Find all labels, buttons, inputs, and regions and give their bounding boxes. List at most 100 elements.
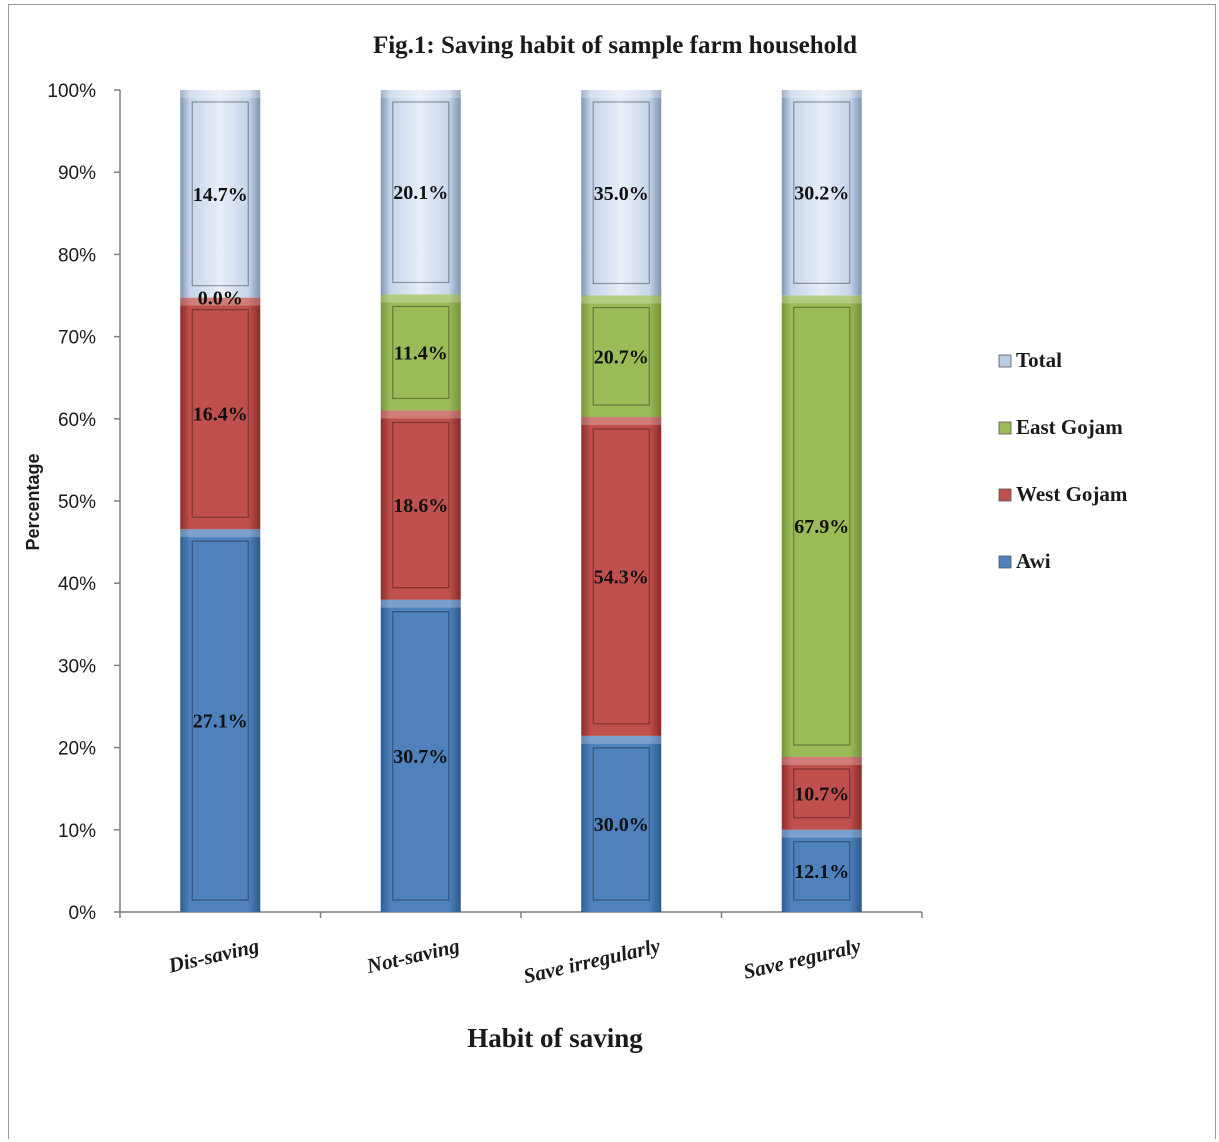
bar-segment-fill [781,829,862,912]
bar-segment [581,417,662,736]
legend-swatch [998,354,1012,368]
bar-segment-inner [592,747,650,901]
bar-segment-fill [380,294,461,411]
bar-segment-bevel [781,90,862,98]
bar-segment-bevel [781,829,862,838]
bars [180,90,862,912]
bar-segment-bevel [380,90,461,98]
x-tick-label: Dis-saving [165,933,261,977]
bar-segment-inner [592,101,650,285]
bar-segment-fill [781,295,862,757]
y-tick-label: 70% [58,328,96,349]
y-tick-label: 10% [58,821,96,842]
bar-segment [380,90,461,295]
legend-label: West Gojam [1016,482,1128,506]
y-tick-label: 20% [58,739,96,760]
bar-segment [781,756,862,830]
bar-segment-bevel [180,529,261,538]
bar-segment-bevel [781,756,862,765]
bar-segment-inner [191,540,249,901]
legend-item: Awi [998,549,1051,573]
bar-segment [380,599,461,912]
bar-segment-fill [581,417,662,736]
bar-segment-inner [793,306,851,746]
bar-segment [581,295,662,418]
x-axis: Dis-saving Not-saving Save irregularly Save… [119,911,923,988]
bar-segment-fill [581,90,662,296]
x-tick-label: Not-saving [363,933,461,978]
data-labels: 27.1% 16.4% 0.0% 14.7% 30.7% 18.6% 11.4% 20.1% 3… [193,182,850,883]
bar-segment-fill [781,756,862,830]
data-label: 12.1% [794,861,849,883]
bar-segment-inner [793,101,851,284]
bar-segment [581,735,662,912]
bar-segment [380,410,461,600]
data-label: 14.7% [193,184,248,206]
bar-segment-inner [793,768,851,819]
data-label: 16.4% [193,403,248,425]
legend: Total East Gojam West Gojam Awi [998,348,1128,573]
bar-segment-inner [592,428,650,725]
bar-segment-bevel [581,735,662,744]
bar-segment-fill [781,90,862,296]
bar-segment-inner [392,611,450,901]
legend-item: West Gojam [998,482,1128,506]
bar-segment-inner [392,305,450,400]
data-label: 27.1% [193,711,248,733]
data-label: 30.7% [393,746,448,768]
data-label: 54.3% [594,566,649,588]
legend-swatch [998,421,1012,435]
bar-segment [180,90,261,298]
legend-label: East Gojam [1016,415,1123,439]
bar-segment [781,295,862,757]
legend-label: Total [1016,348,1062,372]
data-label: 11.4% [394,342,448,364]
data-label: 30.2% [794,183,849,205]
bar-segment-bevel [581,417,662,426]
bar-segment-fill [581,735,662,912]
data-label: 20.1% [393,182,448,204]
y-axis-label: Percentage [23,453,43,550]
bar-segment [581,90,662,296]
chart-title: Fig.1: Saving habit of sample farm house… [373,32,857,59]
data-label: 30.0% [594,814,649,836]
data-label: 20.7% [594,346,649,368]
bar-segment-inner [392,421,450,589]
bar-segment-fill [180,297,261,530]
bar-segment-bevel [581,90,662,98]
data-label: 0.0% [198,288,243,310]
bar-segment-bevel [380,294,461,303]
bar-segment-fill [581,295,662,418]
bar-segment-bevel [380,599,461,608]
bar-segment-bevel [180,297,261,306]
bar-segment-bevel [581,295,662,304]
y-tick-label: 100% [47,81,96,102]
legend-item: Total [998,348,1062,372]
y-tick-label: 90% [58,163,96,184]
bar-segment [781,829,862,912]
bar-segment-inner [392,101,450,284]
bar-segment-fill [380,599,461,912]
bar-segment-fill [180,529,261,912]
x-tick-label: Save irregularly [521,933,663,988]
y-tick-label: 30% [58,656,96,677]
y-tick-label: 50% [58,492,96,513]
x-axis-label: Habit of saving [467,1023,643,1053]
data-label: 67.9% [794,516,849,538]
bar-segment-inner [592,306,650,406]
bar-segment-bevel [180,90,261,98]
bar-segment-inner [191,309,249,518]
data-label: 35.0% [594,183,649,205]
bar-segment-bevel [781,295,862,304]
data-label: 10.7% [794,783,849,805]
data-label: 18.6% [393,495,448,517]
legend-swatch [998,488,1012,502]
bar-segment [180,529,261,912]
bar-segment-fill [380,410,461,600]
legend-swatch [998,555,1012,569]
chart-frame [8,4,1216,1139]
bar-segment-fill [380,90,461,295]
y-tick-label: 0% [69,903,97,924]
bar-segment [380,294,461,411]
